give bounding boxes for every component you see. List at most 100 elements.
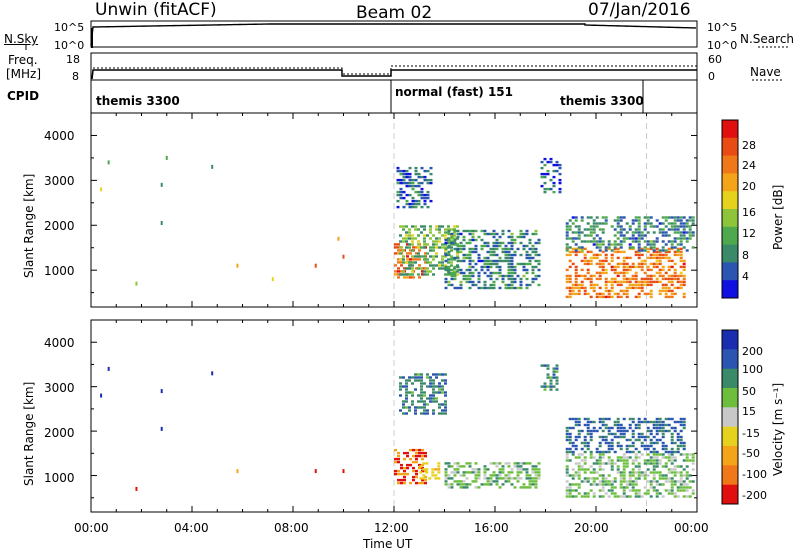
data-cell [534,486,538,489]
data-cell [652,474,656,477]
data-cell [628,489,632,492]
data-cell [507,265,511,269]
data-cell [531,480,535,483]
data-cell [649,243,653,246]
data-cell [649,292,653,296]
data-cell [462,277,466,281]
data-cell [450,471,454,474]
data-cell [408,231,411,234]
data-cell [555,382,559,385]
data-cell [501,241,505,245]
data-cell [438,231,441,234]
data-cell [610,289,614,293]
data-cell [507,286,511,290]
data-cell [577,435,581,439]
data-cell [414,169,418,173]
data-cell [483,468,487,471]
data-cell [592,237,596,240]
data-cell [483,259,487,263]
data-cell [456,249,459,252]
data-cell [643,444,647,448]
data-cell [655,495,659,498]
data-cell [507,480,511,483]
data-cell [631,283,635,287]
data-cell [399,172,403,176]
data-cell [664,480,668,483]
data-cell [604,277,608,281]
data-cell [583,256,587,260]
data-cell [634,471,638,474]
data-cell [625,262,629,266]
data-cell [399,190,403,194]
data-cell [522,486,526,489]
data-cell [628,225,632,228]
data-cell [655,225,659,228]
data-cell [601,486,605,489]
xtick-1200: 12:00 [374,521,409,535]
data-cell [444,238,448,242]
data-cell [610,432,614,436]
data-cell [495,465,499,468]
data-cell [679,265,683,269]
data-cell [589,438,593,442]
data-cell [610,253,614,257]
data-cell [646,283,650,287]
data-cell [679,225,683,228]
data-cell [474,229,478,233]
data-cell [418,454,421,458]
data-cell [565,277,569,281]
data-cell [664,234,668,237]
data-cell [552,175,556,179]
data-cell [691,219,695,222]
data-cell [622,426,626,430]
data-cell [670,259,674,263]
data-cell [492,247,496,251]
data-cell [583,253,587,257]
data-cell [628,256,632,260]
data-cell [402,403,405,406]
data-cell [453,270,456,273]
power-colorbar-swatch [722,120,738,139]
data-cell [420,193,424,197]
data-cell [558,190,562,194]
data-cell [604,462,608,465]
data-cell [471,250,475,254]
data-cell [577,423,581,427]
data-cell [501,277,505,281]
data-cell [420,388,423,391]
data-cell [586,216,590,219]
xtick-0800: 08:00 [274,521,309,535]
data-cell [640,283,644,287]
data-cell [628,280,632,284]
data-cell [453,265,457,269]
data-cell [414,172,418,176]
data-cell [549,160,553,164]
data-cell [628,268,632,272]
data-cell [429,270,432,273]
data-cell [640,471,644,474]
data-cell [646,474,650,477]
data-cell [628,237,632,240]
power-colorbar-swatch [722,280,738,299]
data-cell [421,451,424,455]
data-cell [489,462,493,465]
data-cell [531,477,535,480]
data-cell [510,256,514,260]
data-cell [546,187,550,191]
data-cell [453,273,456,276]
data-cell [397,454,400,458]
data-cell [504,247,508,251]
data-cell [415,454,418,458]
data-cell [402,270,405,273]
data-cell [537,468,541,471]
data-cell [540,166,544,170]
data-cell [604,423,608,427]
data-cell [459,280,463,284]
data-cell [574,474,578,477]
data-cell [516,465,520,468]
data-cell [450,271,454,275]
data-cell [565,474,569,477]
data-cell [679,250,683,254]
data-cell [586,240,590,243]
data-cell [426,169,430,173]
